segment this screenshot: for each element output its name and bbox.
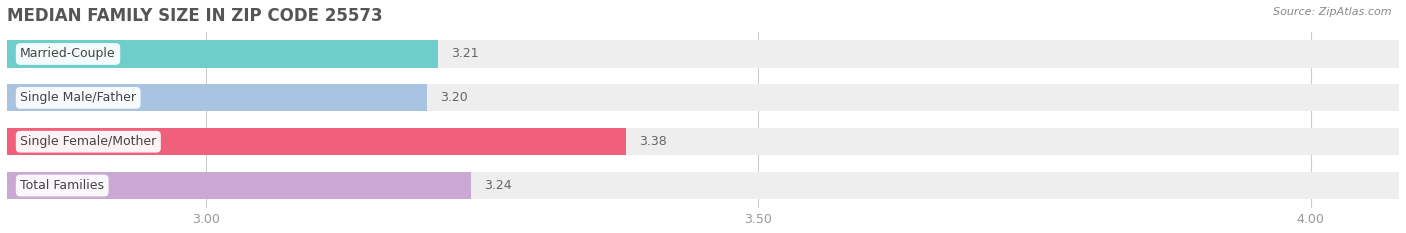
- Bar: [7, 172, 471, 199]
- Text: Married-Couple: Married-Couple: [20, 48, 115, 61]
- Text: 3.24: 3.24: [484, 179, 512, 192]
- Bar: [7, 128, 1399, 155]
- Bar: [7, 172, 1399, 199]
- Bar: [7, 40, 1399, 68]
- Bar: [7, 84, 427, 111]
- Text: Total Families: Total Families: [20, 179, 104, 192]
- Text: 3.20: 3.20: [440, 91, 468, 104]
- Text: MEDIAN FAMILY SIZE IN ZIP CODE 25573: MEDIAN FAMILY SIZE IN ZIP CODE 25573: [7, 7, 382, 25]
- Text: 3.21: 3.21: [451, 48, 478, 61]
- Bar: [7, 40, 437, 68]
- Bar: [7, 128, 626, 155]
- Text: Single Male/Father: Single Male/Father: [20, 91, 136, 104]
- Bar: [7, 84, 1399, 111]
- Text: Single Female/Mother: Single Female/Mother: [20, 135, 156, 148]
- Text: 3.38: 3.38: [638, 135, 666, 148]
- Text: Source: ZipAtlas.com: Source: ZipAtlas.com: [1274, 7, 1392, 17]
